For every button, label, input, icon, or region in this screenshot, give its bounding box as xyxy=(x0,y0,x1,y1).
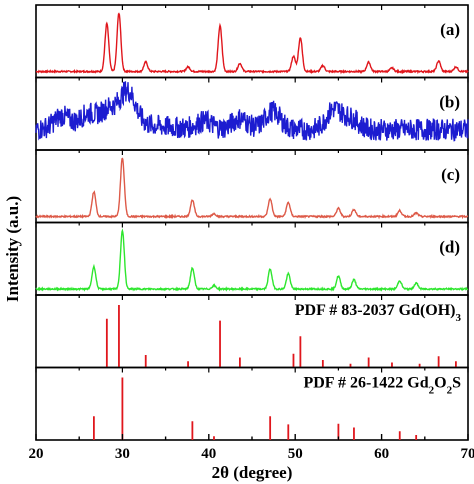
series-line xyxy=(35,157,469,220)
panel-frame xyxy=(35,221,469,296)
x-tick-label: 30 xyxy=(115,446,130,462)
x-tick-label: 70 xyxy=(461,446,474,462)
x-axis: 20 30 40 50 60 70 xyxy=(29,434,474,462)
x-axis-label: 2θ (degree) xyxy=(212,463,293,482)
panels-group: (a) (b) (c) (d) PDF # 83-2037 Gd(OH)3 PDF # 2… xyxy=(35,4,469,441)
x-tick-label: 40 xyxy=(201,446,216,462)
panel-label: PDF # 83-2037 Gd(OH)3 xyxy=(295,302,462,324)
panel-4: (d) xyxy=(35,221,469,296)
panel-label: PDF # 26-1422 Gd2O2S xyxy=(303,375,461,397)
panel-label: (d) xyxy=(439,238,460,257)
x-tick-label: 50 xyxy=(288,446,303,462)
panel-2: (b) xyxy=(35,76,469,151)
panel-frame xyxy=(35,149,469,224)
panel-5: PDF # 83-2037 Gd(OH)3 xyxy=(35,294,469,369)
panel-frame xyxy=(35,4,469,79)
panel-label: (c) xyxy=(441,165,460,184)
y-axis-label: Intensity (a.u.) xyxy=(3,196,22,302)
series-line xyxy=(35,12,469,75)
panel-label: (a) xyxy=(440,20,460,39)
panel-6: PDF # 26-1422 Gd2O2S xyxy=(35,366,469,441)
series-line xyxy=(35,81,469,142)
x-tick-label: 60 xyxy=(374,446,389,462)
x-tick-label: 20 xyxy=(29,446,44,462)
panel-label: (b) xyxy=(439,93,460,112)
series-line xyxy=(35,228,469,292)
panel-3: (c) xyxy=(35,149,469,224)
panel-1: (a) xyxy=(35,4,469,79)
